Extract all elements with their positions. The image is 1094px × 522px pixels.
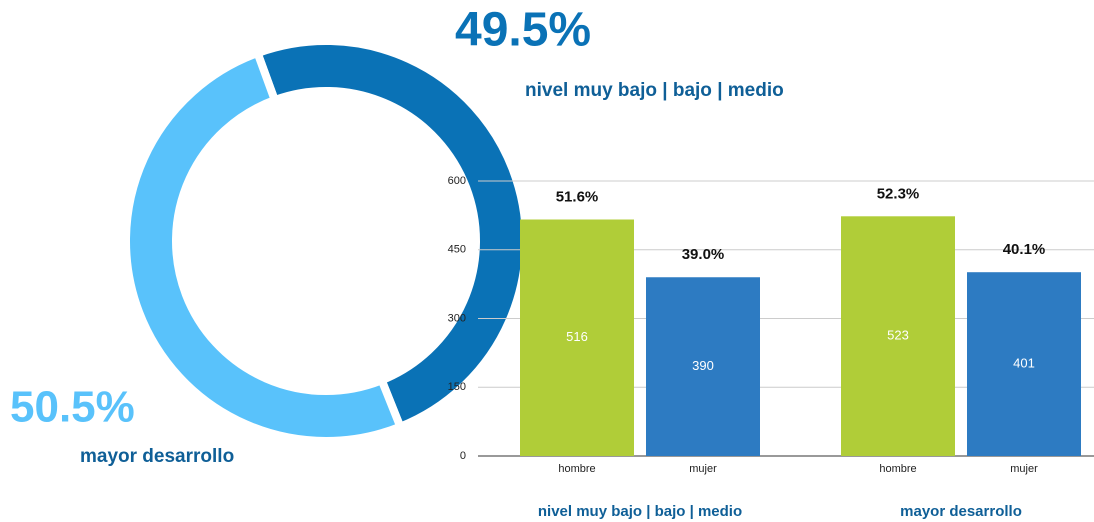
group-label: mayor desarrollo [900,503,1022,520]
bar [841,216,955,456]
x-tick-label: mujer [1010,463,1038,475]
donut-segment [122,47,406,445]
bar [520,219,634,456]
segment-category-label: nivel muy bajo | bajo | medio [525,80,784,101]
y-tick-label: 0 [460,450,466,462]
donut-segment [252,37,530,432]
y-tick-label: 450 [448,244,466,256]
bar [967,272,1081,456]
segment-value-label: 50.5% [10,383,135,432]
bar [646,277,760,456]
bar-value-label: 401 [1013,356,1035,371]
y-tick-label: 150 [448,381,466,393]
x-tick-label: mujer [689,463,717,475]
y-tick-label: 300 [448,312,466,324]
bar-value-label: 390 [692,358,714,373]
bar-annotation: 51.6% [556,188,599,205]
segment-category-label: mayor desarrollo [80,446,234,467]
bar-annotation: 39.0% [682,246,725,263]
bar-annotation: 40.1% [1003,241,1046,258]
bar-annotation: 52.3% [877,185,920,202]
segment-value-label: 49.5% [455,4,591,57]
bar-value-label: 523 [887,328,909,343]
y-tick-label: 600 [448,175,466,187]
x-tick-label: hombre [879,463,916,475]
bar-value-label: 516 [566,329,588,344]
x-tick-label: hombre [558,463,595,475]
group-label: nivel muy bajo | bajo | medio [538,503,742,520]
